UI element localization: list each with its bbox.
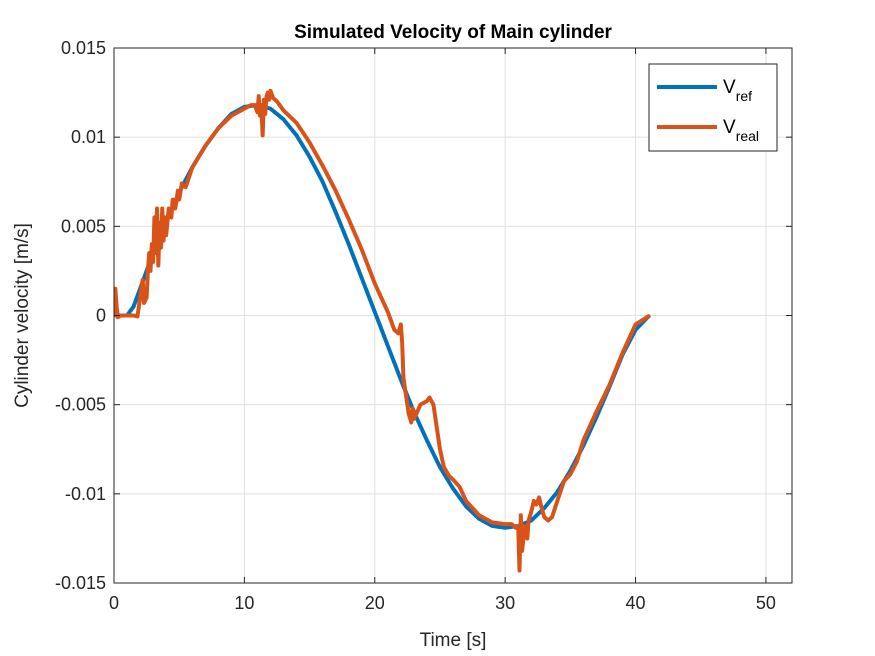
legend-box	[648, 63, 778, 152]
x-axis-label: Time [s]	[420, 630, 487, 651]
y-tick-label: 0	[96, 306, 106, 326]
x-tick-label: 30	[495, 593, 515, 613]
x-tick-label: 0	[109, 593, 119, 613]
y-tick-label: 0.005	[61, 216, 106, 236]
y-tick-label: -0.015	[55, 573, 106, 593]
y-tick-label: -0.01	[65, 484, 106, 504]
y-tick-label: -0.005	[55, 395, 106, 415]
series-line-v-real	[114, 88, 651, 573]
x-tick-label: 50	[756, 593, 776, 613]
y-axis-label: Cylinder velocity [m/s]	[12, 223, 33, 408]
series-lines	[114, 88, 651, 573]
x-tick-label: 40	[626, 593, 646, 613]
chart-title: Simulated Velocity of Main cylinder	[294, 22, 612, 43]
tick-marks	[113, 47, 792, 584]
x-tick-label: 20	[365, 593, 385, 613]
y-tick-label: 0.01	[71, 127, 106, 147]
x-tick-label: 10	[234, 593, 254, 613]
tick-labels: 0 10 20 30 40 50 -0.015 -0.01 -0.005 0 0.005 0.01 0.…	[55, 38, 776, 613]
y-tick-label: 0.015	[61, 38, 106, 58]
